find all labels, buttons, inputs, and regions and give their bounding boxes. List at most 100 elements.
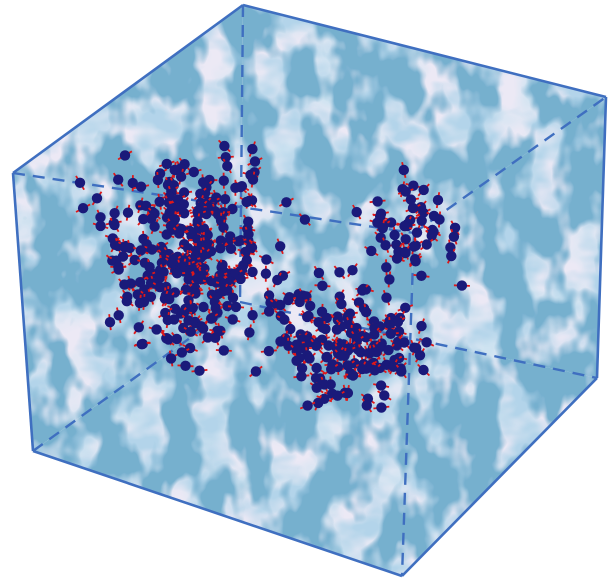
particle bbox=[335, 297, 348, 311]
particle bbox=[274, 298, 287, 312]
edge bbox=[32, 449, 403, 578]
particle bbox=[384, 271, 395, 288]
particle bbox=[309, 382, 324, 394]
particle bbox=[368, 363, 381, 377]
particle bbox=[185, 166, 202, 178]
particle bbox=[218, 172, 229, 189]
particle bbox=[453, 280, 470, 291]
particle bbox=[355, 284, 369, 297]
particle bbox=[425, 229, 439, 242]
cube-face-bottom bbox=[33, 302, 597, 576]
particle bbox=[448, 228, 460, 245]
particle bbox=[398, 162, 409, 178]
particle bbox=[172, 227, 186, 240]
particle bbox=[357, 361, 368, 377]
particle bbox=[417, 363, 431, 377]
particle bbox=[191, 365, 208, 376]
particle bbox=[360, 304, 372, 321]
particle-cloud bbox=[74, 139, 470, 413]
particle bbox=[355, 344, 366, 361]
particle bbox=[400, 232, 411, 247]
particle bbox=[133, 320, 145, 335]
particle bbox=[396, 220, 413, 232]
particle bbox=[347, 263, 358, 278]
particle bbox=[416, 213, 427, 229]
particle bbox=[351, 204, 362, 220]
particle bbox=[313, 265, 325, 281]
particle bbox=[382, 343, 395, 357]
particle bbox=[380, 237, 391, 253]
cube-visible-edges bbox=[11, 3, 608, 578]
particle bbox=[175, 168, 187, 185]
particle bbox=[112, 172, 124, 187]
particle bbox=[171, 332, 183, 346]
edge bbox=[242, 3, 607, 99]
particle bbox=[417, 183, 430, 197]
particle bbox=[109, 217, 120, 233]
particle bbox=[402, 194, 420, 205]
particle bbox=[210, 330, 221, 346]
particle bbox=[331, 321, 343, 338]
particle bbox=[320, 320, 331, 338]
particle bbox=[247, 307, 258, 324]
particle bbox=[446, 248, 457, 264]
particle bbox=[339, 347, 350, 364]
particle bbox=[416, 318, 427, 334]
particle bbox=[239, 196, 254, 208]
particle bbox=[247, 264, 258, 280]
particle bbox=[314, 280, 331, 291]
particle bbox=[177, 360, 194, 371]
particle bbox=[293, 371, 310, 382]
particle bbox=[201, 331, 215, 344]
particle bbox=[361, 398, 373, 413]
particle bbox=[165, 350, 177, 367]
particle bbox=[162, 311, 173, 329]
particle bbox=[409, 255, 423, 268]
particle bbox=[224, 314, 241, 325]
particle bbox=[319, 351, 334, 364]
particle bbox=[298, 213, 311, 227]
particle bbox=[183, 326, 199, 337]
particle bbox=[364, 245, 379, 257]
particle bbox=[405, 180, 422, 191]
particle bbox=[104, 314, 116, 331]
particle bbox=[179, 283, 193, 296]
hidden-edge bbox=[32, 301, 241, 452]
particle bbox=[340, 360, 355, 371]
particle bbox=[169, 268, 186, 279]
particle bbox=[383, 217, 400, 228]
particle bbox=[134, 294, 146, 311]
particle bbox=[119, 295, 134, 307]
particle bbox=[217, 139, 231, 153]
particle bbox=[113, 307, 124, 324]
particle bbox=[182, 272, 195, 286]
particle bbox=[195, 301, 212, 313]
cube-face-left bbox=[13, 5, 243, 451]
particle bbox=[137, 212, 150, 226]
particle bbox=[118, 278, 131, 291]
particle bbox=[169, 161, 180, 179]
particle bbox=[369, 196, 386, 207]
particle bbox=[218, 219, 229, 236]
particle bbox=[111, 264, 127, 275]
particle bbox=[122, 204, 134, 221]
particle bbox=[158, 158, 175, 170]
particle bbox=[302, 352, 317, 365]
particle bbox=[227, 301, 245, 313]
particle bbox=[244, 324, 255, 341]
particle bbox=[432, 192, 444, 209]
particle bbox=[222, 158, 233, 174]
particle bbox=[419, 337, 435, 348]
particle bbox=[411, 224, 423, 241]
particle bbox=[117, 150, 133, 161]
particle bbox=[247, 141, 258, 157]
particle bbox=[230, 236, 247, 247]
particle bbox=[224, 242, 238, 256]
particle bbox=[381, 289, 392, 306]
particle bbox=[149, 218, 160, 235]
particle bbox=[124, 239, 135, 256]
particle bbox=[419, 238, 434, 251]
particle bbox=[413, 270, 430, 281]
particle bbox=[127, 254, 142, 266]
